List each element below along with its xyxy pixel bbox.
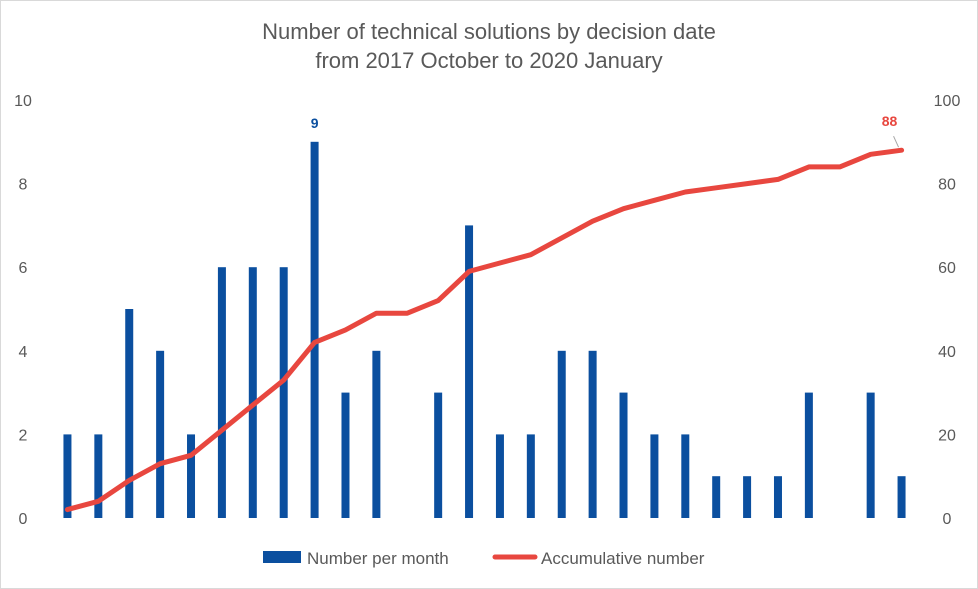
line-point [622, 207, 626, 211]
line-point [127, 478, 131, 482]
chart-subtitle: from 2017 October to 2020 January [315, 48, 662, 73]
bar [94, 434, 103, 518]
right-tick-label: 60 [938, 260, 956, 277]
legend-label-line: Accumulative number [541, 549, 705, 568]
line-point [343, 328, 347, 332]
left-tick-label: 10 [14, 93, 32, 110]
bar [743, 476, 752, 518]
line-point [529, 253, 533, 257]
legend-label-bars: Number per month [307, 549, 449, 568]
bar [619, 392, 628, 518]
bar [773, 476, 782, 518]
right-tick-label: 80 [938, 177, 956, 194]
bar [526, 434, 535, 518]
left-tick-label: 2 [19, 427, 28, 444]
bar [465, 225, 474, 518]
line-point [65, 508, 69, 512]
line-point [405, 311, 409, 315]
right-axis-ticks: 0 20 40 60 80 100 [934, 93, 961, 528]
line-point [374, 311, 378, 315]
legend: Number per month Accumulative number [263, 549, 705, 568]
left-axis-ticks: 0 2 4 6 8 10 [14, 93, 32, 528]
line-point [745, 182, 749, 186]
bar [434, 392, 443, 518]
bar [588, 350, 597, 518]
left-tick-label: 4 [19, 344, 28, 361]
bar [125, 309, 134, 518]
line-data-label: 88 [882, 113, 898, 129]
bar [804, 392, 813, 518]
bar [341, 392, 350, 518]
bar [897, 476, 906, 518]
bar-series [63, 141, 906, 519]
left-tick-label: 0 [19, 511, 28, 528]
line-point [807, 165, 811, 169]
right-tick-label: 40 [938, 344, 956, 361]
bar [495, 434, 504, 518]
line-series [64, 147, 905, 513]
bar-data-label: 9 [311, 115, 319, 131]
line-point [220, 428, 224, 432]
line-point [652, 198, 656, 202]
line-point [900, 148, 904, 152]
bar [187, 434, 196, 518]
left-tick-label: 6 [19, 260, 28, 277]
right-tick-label: 0 [943, 511, 952, 528]
line-point [838, 165, 842, 169]
data-labels: 9 88 [311, 113, 900, 148]
bar [217, 267, 226, 518]
line-point [683, 190, 687, 194]
line-point [189, 453, 193, 457]
bar [557, 350, 566, 518]
accumulative-line [64, 147, 905, 513]
bar [248, 267, 257, 518]
bar [310, 141, 319, 519]
bar [866, 392, 875, 518]
line-point [158, 462, 162, 466]
line-point [776, 177, 780, 181]
line-point [467, 269, 471, 273]
bar [681, 434, 690, 518]
line-point [591, 219, 595, 223]
line-point [96, 499, 100, 503]
bar [650, 434, 659, 518]
line-point [282, 378, 286, 382]
bar [156, 350, 165, 518]
line-point [313, 340, 317, 344]
line-point [251, 403, 255, 407]
right-tick-label: 20 [938, 427, 956, 444]
line-point [560, 236, 564, 240]
line-point [714, 186, 718, 190]
line-point [498, 261, 502, 265]
bar [63, 434, 72, 518]
line-label-leader [893, 135, 900, 148]
bar [372, 350, 381, 518]
line-point [436, 299, 440, 303]
line-point [869, 152, 873, 156]
bar [712, 476, 721, 518]
chart-title: Number of technical solutions by decisio… [262, 19, 716, 44]
left-tick-label: 8 [19, 177, 28, 194]
bar [279, 267, 288, 518]
legend-swatch-bars [263, 551, 301, 563]
right-tick-label: 100 [934, 93, 961, 110]
